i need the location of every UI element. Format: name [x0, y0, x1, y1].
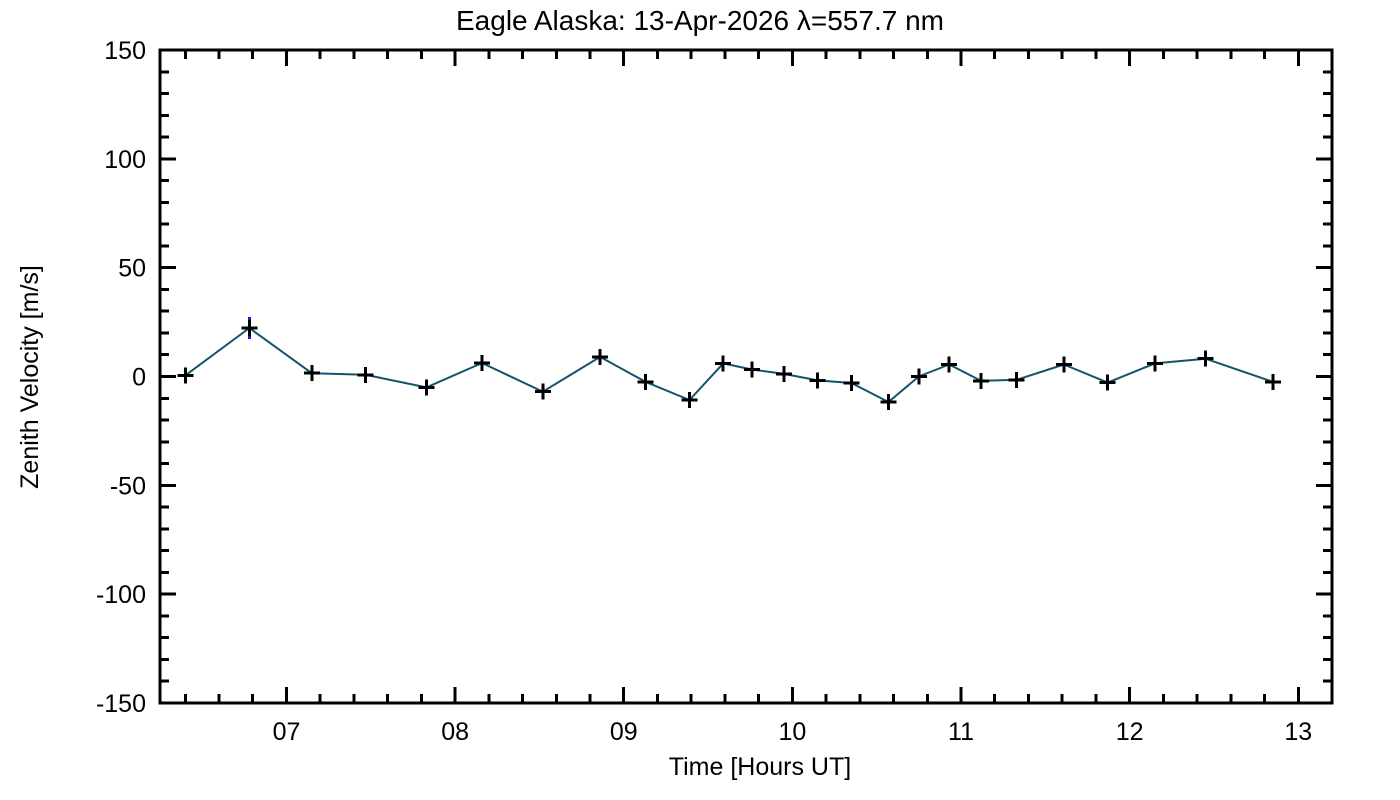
- x-axis-tick-labels: 07 08 09 10 11 12 13: [273, 718, 1313, 746]
- x-axis-label: Time [Hours UT]: [669, 753, 851, 781]
- data-point-marker: [1055, 356, 1072, 373]
- y-tick-label: 50: [118, 255, 146, 283]
- y-tick-label: -150: [96, 690, 146, 718]
- x-tick-label: 07: [273, 718, 301, 746]
- y-axis-ticks: [160, 48, 1332, 705]
- y-tick-label: 150: [104, 37, 146, 65]
- data-point-marker: [1197, 350, 1214, 367]
- data-point-marker: [534, 383, 551, 400]
- data-point-marker: [303, 365, 320, 382]
- x-axis-ticks: [183, 50, 1334, 703]
- x-tick-label: 13: [1284, 718, 1312, 746]
- data-point-marker: [177, 367, 194, 384]
- page-title: Eagle Alaska: 13-Apr-2026 λ=557.7 nm: [456, 5, 944, 36]
- data-point-markers: [177, 319, 1281, 410]
- data-point-marker: [637, 373, 654, 390]
- data-point-marker: [973, 372, 990, 389]
- data-point-marker: [418, 379, 435, 396]
- y-axis-tick-labels: -150 -100 -50 0 50 100 150: [96, 37, 146, 718]
- y-tick-label: 0: [132, 364, 146, 392]
- y-tick-label: -100: [96, 581, 146, 609]
- y-axis-label: Zenith Velocity [m/s]: [16, 265, 44, 489]
- data-point-marker: [743, 361, 760, 378]
- data-point-marker: [809, 372, 826, 389]
- data-point-marker: [910, 368, 927, 385]
- data-point-marker: [775, 365, 792, 382]
- data-point-marker: [1146, 355, 1163, 372]
- data-point-marker: [474, 355, 491, 372]
- data-point-marker: [843, 375, 860, 392]
- x-tick-label: 11: [948, 718, 974, 746]
- x-tick-label: 09: [610, 718, 638, 746]
- data-point-marker: [1008, 371, 1025, 388]
- data-point-marker: [941, 356, 958, 373]
- data-point-marker: [880, 393, 897, 410]
- x-tick-label: 10: [778, 718, 806, 746]
- data-point-marker: [681, 392, 698, 409]
- data-point-marker: [357, 366, 374, 383]
- data-point-marker: [715, 355, 732, 372]
- data-point-marker: [241, 319, 258, 336]
- x-tick-label: 08: [441, 718, 469, 746]
- data-point-marker: [1264, 373, 1281, 390]
- data-point-marker: [592, 348, 609, 365]
- y-tick-label: 100: [104, 146, 146, 174]
- x-tick-label: 12: [1116, 718, 1144, 746]
- data-point-marker: [1099, 374, 1116, 391]
- y-tick-label: -50: [110, 472, 146, 500]
